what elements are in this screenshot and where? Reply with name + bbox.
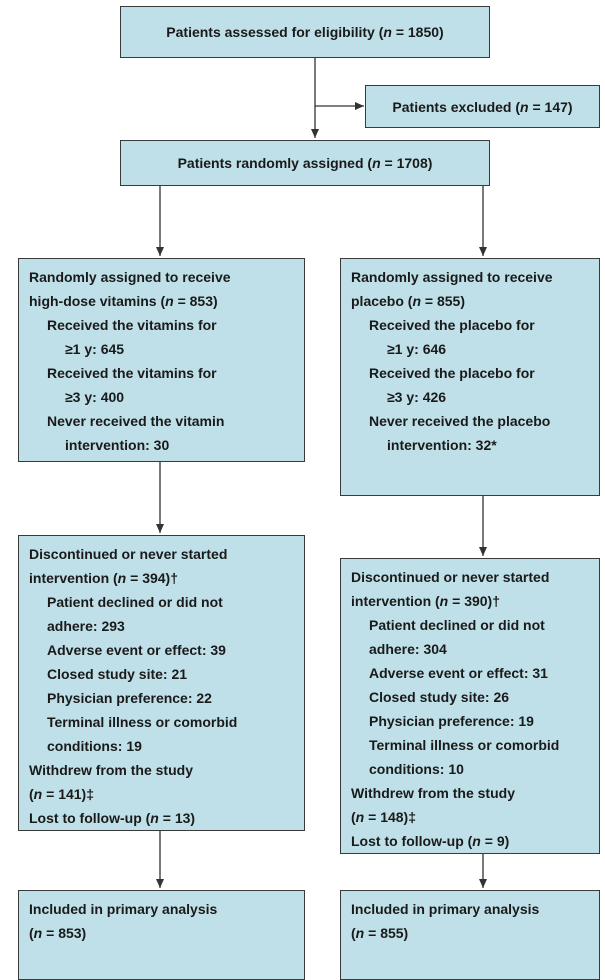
flow-box: Randomly assigned to receive high-dose vi… <box>18 258 305 462</box>
box-text: conditions: 10 <box>369 761 464 777</box>
box-text: Randomly assigned to receive <box>29 269 231 285</box>
box-text: Received the vitamins for <box>47 317 217 333</box>
box-text: conditions: 19 <box>47 738 142 754</box>
box-text: Physician preference: 22 <box>47 690 212 706</box>
box-text: adhere: 304 <box>369 641 447 657</box>
box-text: Terminal illness or comorbid <box>47 714 238 730</box>
flow-box: Patients randomly assigned (n = 1708) <box>120 140 490 186</box>
box-text: Discontinued or never started <box>351 569 550 585</box>
box-text: Closed study site: 21 <box>47 666 188 682</box>
box-text: Never received the vitamin <box>47 413 225 429</box>
flow-box: Discontinued or never started interventio… <box>18 535 305 831</box>
box-text: adhere: 293 <box>47 618 125 634</box>
box-text: ≥3 y: 400 <box>65 389 125 405</box>
box-text: placebo (n = 855) <box>351 293 466 309</box>
box-text: Received the placebo for <box>369 317 535 333</box>
box-text: Patients excluded (n = 147) <box>392 98 573 115</box>
box-text: ≥1 y: 646 <box>387 341 447 357</box>
box-text: Discontinued or never started <box>29 546 228 562</box>
box-text: intervention (n = 390)† <box>351 593 500 609</box>
box-text: (n = 855) <box>351 925 409 941</box>
box-text: Included in primary analysis <box>351 901 540 917</box>
box-text: intervention: 32* <box>387 437 497 453</box>
box-text: Included in primary analysis <box>29 901 218 917</box>
box-text: Patients assessed for eligibility (n = 1… <box>166 24 444 40</box>
box-text: Terminal illness or comorbid <box>369 737 560 753</box>
box-text: (n = 148)‡ <box>351 809 416 825</box>
box-text: Closed study site: 26 <box>369 689 510 705</box>
box-text: Withdrew from the study <box>29 762 193 778</box>
box-text: Randomly assigned to receive <box>351 269 553 285</box>
box-text: intervention: 30 <box>65 437 170 453</box>
flow-box: Discontinued or never started interventio… <box>340 558 600 854</box>
box-text: (n = 141)‡ <box>29 786 94 802</box>
box-text: Received the placebo for <box>369 365 535 381</box>
box-text: Never received the placebo <box>369 413 551 429</box>
box-text: Patient declined or did not <box>47 594 223 610</box>
box-text: (n = 853) <box>29 925 87 941</box>
box-text: Lost to follow-up (n = 13) <box>29 810 196 826</box>
box-text: Patients randomly assigned (n = 1708) <box>177 155 433 171</box>
box-text: Withdrew from the study <box>351 785 515 801</box>
flow-box: Included in primary analysis (n = 853) <box>18 890 305 980</box>
flow-box: Randomly assigned to receive placebo (n =… <box>340 258 600 496</box>
box-text: Patient declined or did not <box>369 617 545 633</box>
box-text: Physician preference: 19 <box>369 713 534 729</box>
box-text: Adverse event or effect: 39 <box>47 642 226 658</box>
box-text: ≥3 y: 426 <box>387 389 447 405</box>
flow-box: Included in primary analysis (n = 855) <box>340 890 600 980</box>
box-text: high-dose vitamins (n = 853) <box>29 293 218 309</box>
box-text: Adverse event or effect: 31 <box>369 665 548 681</box>
box-text: ≥1 y: 645 <box>65 341 125 357</box>
flow-box: Patients excluded (n = 147) <box>365 85 600 128</box>
box-text: intervention (n = 394)† <box>29 570 178 586</box>
box-text: Lost to follow-up (n = 9) <box>351 833 510 849</box>
box-text: Received the vitamins for <box>47 365 217 381</box>
flow-box: Patients assessed for eligibility (n = 1… <box>120 6 490 58</box>
